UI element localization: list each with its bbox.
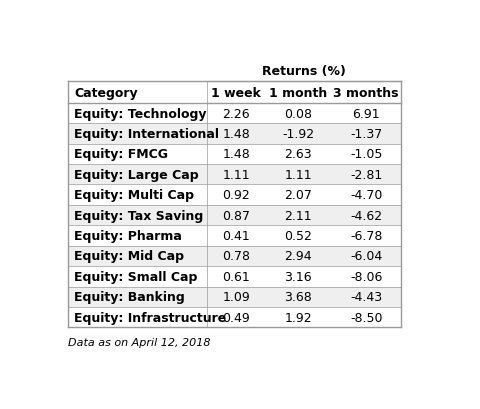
Text: Equity: Banking: Equity: Banking (74, 290, 185, 303)
Text: 1.92: 1.92 (285, 311, 312, 324)
Text: -4.43: -4.43 (350, 290, 382, 303)
Bar (68, 266, 401, 287)
Text: Returns (%): Returns (%) (262, 65, 346, 78)
Text: 1.48: 1.48 (222, 148, 250, 161)
Text: -8.06: -8.06 (350, 270, 382, 283)
Bar (68, 246, 401, 266)
Text: -4.70: -4.70 (350, 189, 382, 202)
Text: 2.11: 2.11 (285, 209, 312, 222)
Bar (68, 287, 401, 307)
Text: Equity: Multi Cap: Equity: Multi Cap (74, 189, 194, 202)
Bar (68, 226, 401, 246)
Text: 1.11: 1.11 (223, 169, 250, 181)
Text: Category: Category (74, 86, 138, 99)
Text: 0.78: 0.78 (222, 250, 250, 263)
Text: 1.48: 1.48 (222, 128, 250, 141)
Bar (68, 185, 401, 205)
Bar (68, 205, 401, 226)
Text: Equity: Large Cap: Equity: Large Cap (74, 169, 199, 181)
Text: 1 week: 1 week (211, 86, 261, 99)
Text: 3.68: 3.68 (285, 290, 312, 303)
Text: 0.41: 0.41 (222, 229, 250, 243)
Text: 0.92: 0.92 (222, 189, 250, 202)
Text: -6.78: -6.78 (350, 229, 382, 243)
Text: -1.05: -1.05 (350, 148, 382, 161)
Bar (68, 124, 401, 144)
Text: Equity: International: Equity: International (74, 128, 219, 141)
Text: 0.49: 0.49 (222, 311, 250, 324)
Text: 0.87: 0.87 (222, 209, 250, 222)
Text: 2.63: 2.63 (285, 148, 312, 161)
Text: -2.81: -2.81 (350, 169, 382, 181)
Bar (68, 165, 401, 185)
Bar (68, 144, 401, 165)
Bar (68, 103, 401, 124)
Text: 6.91: 6.91 (352, 107, 380, 120)
Text: 0.52: 0.52 (284, 229, 312, 243)
Text: 3 months: 3 months (334, 86, 399, 99)
Text: -8.50: -8.50 (350, 311, 383, 324)
Text: Equity: Infrastructure: Equity: Infrastructure (74, 311, 226, 324)
Text: Data as on April 12, 2018: Data as on April 12, 2018 (68, 337, 210, 347)
Text: -1.92: -1.92 (282, 128, 314, 141)
Text: Equity: Technology: Equity: Technology (74, 107, 206, 120)
Text: -1.37: -1.37 (350, 128, 382, 141)
Text: 1.11: 1.11 (285, 169, 312, 181)
Text: Equity: FMCG: Equity: FMCG (74, 148, 168, 161)
Text: Equity: Small Cap: Equity: Small Cap (74, 270, 197, 283)
Text: -6.04: -6.04 (350, 250, 382, 263)
Text: Equity: Mid Cap: Equity: Mid Cap (74, 250, 184, 263)
Text: 1 month: 1 month (269, 86, 327, 99)
Text: 0.08: 0.08 (284, 107, 312, 120)
Text: 1.09: 1.09 (222, 290, 250, 303)
Text: 2.26: 2.26 (223, 107, 250, 120)
Text: 2.94: 2.94 (285, 250, 312, 263)
Text: Equity: Pharma: Equity: Pharma (74, 229, 182, 243)
Text: 0.61: 0.61 (222, 270, 250, 283)
Text: -4.62: -4.62 (350, 209, 382, 222)
Text: Equity: Tax Saving: Equity: Tax Saving (74, 209, 203, 222)
Bar (68, 307, 401, 328)
Text: 3.16: 3.16 (285, 270, 312, 283)
Text: 2.07: 2.07 (284, 189, 312, 202)
